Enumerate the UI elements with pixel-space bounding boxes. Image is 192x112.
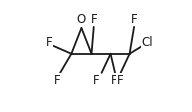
Text: F: F bbox=[111, 74, 117, 87]
Text: Cl: Cl bbox=[142, 36, 153, 49]
Text: O: O bbox=[77, 13, 86, 26]
Text: F: F bbox=[93, 74, 99, 87]
Text: F: F bbox=[131, 13, 137, 26]
Text: F: F bbox=[117, 74, 124, 87]
Text: F: F bbox=[46, 36, 52, 49]
Text: F: F bbox=[90, 13, 97, 26]
Text: F: F bbox=[54, 74, 60, 87]
